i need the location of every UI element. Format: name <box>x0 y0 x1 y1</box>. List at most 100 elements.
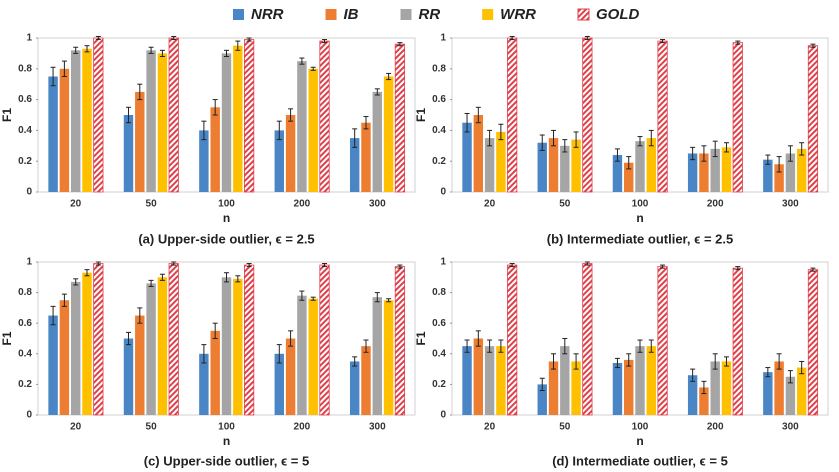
bar <box>146 50 156 192</box>
bar <box>372 297 383 415</box>
bar <box>763 372 773 415</box>
bar <box>571 139 581 192</box>
x-tick-label: 300 <box>782 199 799 210</box>
bar <box>732 42 743 193</box>
error-bar <box>776 156 782 173</box>
error-bar <box>648 129 654 147</box>
error-bar <box>551 353 557 370</box>
x-tick-label: 20 <box>484 199 496 210</box>
chart-caption: (b) Intermediate outlier, ϵ = 2.5 <box>547 231 733 246</box>
y-tick-label: 0.4 <box>432 348 446 359</box>
bar <box>657 266 668 416</box>
bar <box>635 346 645 415</box>
bar <box>244 264 255 416</box>
x-tick-label: 100 <box>632 422 649 433</box>
bar <box>657 40 668 193</box>
error-bar <box>573 131 579 148</box>
bar <box>221 53 232 193</box>
error-bar <box>487 339 493 353</box>
error-bar <box>637 339 643 353</box>
bar <box>774 164 784 192</box>
error-bar <box>626 353 632 367</box>
bar <box>233 45 243 193</box>
bar <box>285 338 296 415</box>
chart-caption: (c) Upper-side outlier, ϵ = 5 <box>144 453 310 468</box>
y-tick-label: 0.6 <box>18 318 32 329</box>
y-tick-label: 0 <box>440 187 446 198</box>
legend-label: IB <box>344 6 359 23</box>
bar <box>372 91 383 192</box>
bar <box>560 346 570 415</box>
error-bar <box>61 293 67 307</box>
x-tick-label: 100 <box>632 199 649 210</box>
error-bar <box>73 46 79 54</box>
error-bar <box>799 142 805 156</box>
error-bar <box>735 40 741 45</box>
bar <box>571 361 581 415</box>
bar <box>394 43 406 193</box>
bar <box>123 338 134 415</box>
error-bar <box>322 263 328 268</box>
bar <box>507 37 518 193</box>
legend-swatch <box>233 9 244 20</box>
bar <box>687 375 698 415</box>
error-bar <box>159 273 165 281</box>
bar <box>48 76 58 192</box>
x-tick-label: 20 <box>70 199 82 210</box>
error-bar <box>787 370 793 384</box>
error-bar <box>539 377 545 392</box>
y-tick-label: 0.6 <box>432 94 446 105</box>
y-tick-label: 0.8 <box>18 287 32 298</box>
bar <box>624 359 634 415</box>
bar <box>48 315 58 415</box>
error-bar <box>61 60 67 77</box>
error-bar <box>637 136 643 147</box>
legend-swatch <box>325 9 337 20</box>
bar <box>383 76 394 192</box>
error-bar <box>386 298 392 303</box>
bar <box>462 122 472 192</box>
bar <box>70 50 81 192</box>
x-axis-label: n <box>223 211 230 225</box>
bar <box>394 266 406 416</box>
error-bar <box>310 66 316 71</box>
error-bar <box>765 367 771 378</box>
y-tick-label: 0.2 <box>432 156 446 167</box>
legend-label: NRR <box>251 6 284 23</box>
bar <box>646 346 656 415</box>
bar <box>807 45 819 193</box>
bar <box>646 138 656 192</box>
error-bar <box>701 145 707 162</box>
y-tick-label: 1 <box>440 257 446 268</box>
error-bar <box>352 356 358 367</box>
bar <box>699 153 709 192</box>
bar <box>612 362 623 415</box>
bar <box>496 131 506 192</box>
bar <box>582 37 593 193</box>
error-bar <box>171 261 177 266</box>
bar <box>537 142 547 192</box>
x-tick-label: 300 <box>369 199 386 210</box>
x-tick-label: 300 <box>369 422 386 433</box>
error-bar <box>322 39 328 44</box>
error-bar <box>125 331 131 346</box>
legend-swatch <box>577 8 590 21</box>
error-bar <box>776 353 782 370</box>
error-bar <box>562 139 568 153</box>
y-tick-label: 0.6 <box>432 318 446 329</box>
x-tick-label: 200 <box>294 199 311 210</box>
error-bar <box>246 263 252 268</box>
error-bar <box>288 330 294 347</box>
bar <box>199 353 209 415</box>
bar <box>210 107 220 192</box>
error-bar <box>660 264 666 269</box>
error-bar <box>299 57 305 65</box>
bar <box>785 153 796 192</box>
y-axis-label: F1 <box>414 331 428 345</box>
bar <box>274 353 284 415</box>
bar <box>168 37 179 193</box>
bar <box>308 298 318 415</box>
error-bar <box>660 39 666 44</box>
error-bar <box>539 134 545 151</box>
